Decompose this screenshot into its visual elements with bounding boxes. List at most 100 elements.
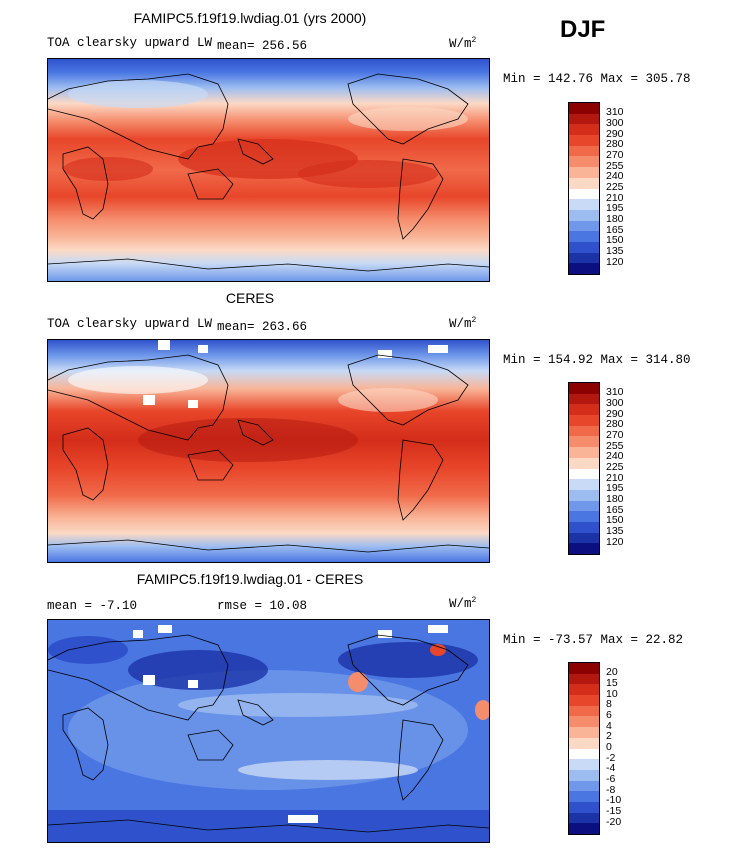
- panel3-tick-14: -20: [606, 816, 622, 828]
- panel3-tick-6: 2: [606, 730, 612, 742]
- panel2-tick-3: 280: [606, 418, 624, 430]
- panel3-swatch-0: [569, 663, 599, 674]
- panel2-swatch-0: [569, 383, 599, 394]
- panel1-map-field: [48, 59, 489, 281]
- panel3-swatch-10: [569, 769, 599, 781]
- panel1-swatch-4: [569, 145, 599, 157]
- panel2-swatch-13: [569, 521, 599, 533]
- panel2-swatch-8: [569, 468, 599, 480]
- season-label: DJF: [560, 16, 606, 43]
- panel3-tick-9: -4: [606, 762, 616, 774]
- panel3-rmse: rmse = 10.08: [217, 599, 308, 613]
- panel1-tick-4: 270: [606, 149, 624, 161]
- panel2-swatch-7: [569, 457, 599, 469]
- panel3-tick-12: -10: [606, 794, 622, 806]
- panel1-tick-11: 165: [606, 224, 624, 236]
- panel1-swatch-11: [569, 220, 599, 232]
- panel2-mean: mean= 263.66: [217, 320, 308, 334]
- panel2-map: [47, 339, 490, 563]
- panel3-tick-5: 4: [606, 720, 612, 732]
- panel1-tick-6: 240: [606, 170, 624, 182]
- panel3-tick-10: -6: [606, 773, 616, 785]
- panel2-tick-10: 180: [606, 493, 624, 505]
- panel3-tick-2: 10: [606, 688, 618, 700]
- panel3-swatch-15: [569, 823, 599, 834]
- panel1-colorbar-swatches: [568, 102, 600, 275]
- panel3-swatch-9: [569, 759, 599, 770]
- panel1-swatch-14: [569, 252, 599, 264]
- panel3-swatch-8: [569, 748, 599, 760]
- panel1-swatch-9: [569, 199, 599, 210]
- panel1-colorbar: 310 300 290 280 270 255 240 225 210 195 …: [568, 102, 638, 275]
- panel2-swatch-2: [569, 404, 599, 416]
- panel2-swatch-10: [569, 489, 599, 501]
- panel2-swatch-5: [569, 436, 599, 448]
- panel1-swatch-15: [569, 263, 599, 274]
- panel2-tick-9: 195: [606, 482, 624, 494]
- panel1-tick-8: 210: [606, 192, 624, 204]
- panel2-tick-6: 240: [606, 450, 624, 462]
- panel3-swatch-6: [569, 727, 599, 738]
- panel3-swatch-2: [569, 684, 599, 696]
- panel2-tick-4: 270: [606, 429, 624, 441]
- panel1-tick-7: 225: [606, 181, 624, 193]
- panel1-tick-12: 150: [606, 234, 624, 246]
- panel1-tick-14: 120: [606, 256, 624, 268]
- panel3-swatch-7: [569, 737, 599, 749]
- panel3-swatch-1: [569, 673, 599, 685]
- panel2-swatch-1: [569, 393, 599, 405]
- panel2-tick-14: 120: [606, 536, 624, 548]
- panel1-tick-5: 255: [606, 160, 624, 172]
- panel2-swatch-6: [569, 447, 599, 458]
- panel1-tick-2: 290: [606, 128, 624, 140]
- panel2-colorbar: 310 300 290 280 270 255 240 225 210 195 …: [568, 382, 638, 555]
- panel1-swatch-13: [569, 241, 599, 253]
- panel1-mean: mean= 256.56: [217, 39, 308, 53]
- panel1-swatch-12: [569, 231, 599, 242]
- panel1-tick-10: 180: [606, 213, 624, 225]
- panel2-tick-11: 165: [606, 504, 624, 516]
- panel1-swatch-0: [569, 103, 599, 114]
- panel1-swatch-7: [569, 177, 599, 189]
- panel1-swatch-5: [569, 156, 599, 168]
- panel2-swatch-11: [569, 500, 599, 512]
- panel3-swatch-3: [569, 695, 599, 706]
- panel3-tick-7: 0: [606, 741, 612, 753]
- panel2-swatch-14: [569, 532, 599, 544]
- panel3-title: FAMIPC5.f19f19.lwdiag.01 - CERES: [136, 571, 364, 587]
- panel3-tick-3: 8: [606, 698, 612, 710]
- panel3-tick-1: 15: [606, 677, 618, 689]
- panel1-swatch-8: [569, 188, 599, 200]
- panel3-units: W/m2: [449, 596, 477, 612]
- panel3-swatch-4: [569, 705, 599, 717]
- panel3-tick-13: -15: [606, 805, 622, 817]
- panel1-swatch-1: [569, 113, 599, 125]
- panel2-swatch-3: [569, 415, 599, 426]
- panel3-swatch-13: [569, 801, 599, 813]
- panel1-tick-1: 300: [606, 117, 624, 129]
- panel1-tick-0: 310: [606, 106, 624, 118]
- panel3-map-field: [48, 620, 489, 842]
- panel3-mean: mean = -7.10: [47, 599, 138, 613]
- panel3-minmax: Min = -73.57 Max = 22.82: [503, 633, 684, 647]
- panel1-swatch-3: [569, 135, 599, 146]
- panel2-variable-label: TOA clearsky upward LW: [47, 317, 213, 331]
- panel1-swatch-10: [569, 209, 599, 221]
- panel2-tick-12: 150: [606, 514, 624, 526]
- panel2-tick-1: 300: [606, 397, 624, 409]
- panel2-tick-7: 225: [606, 461, 624, 473]
- panel2-swatch-9: [569, 479, 599, 490]
- panel2-tick-13: 135: [606, 525, 624, 537]
- panel2-colorbar-swatches: [568, 382, 600, 555]
- panel2-title: CERES: [225, 290, 275, 306]
- panel2-swatch-15: [569, 543, 599, 554]
- panel3-colorbar: 20 15 10 8 6 4 2 0 -2 -4 -6 -8 -10 -15 -…: [568, 662, 638, 835]
- panel3-tick-11: -8: [606, 784, 616, 796]
- panel3-colorbar-swatches: [568, 662, 600, 835]
- panel3-tick-4: 6: [606, 709, 612, 721]
- panel3-swatch-5: [569, 716, 599, 728]
- panel1-swatch-2: [569, 124, 599, 136]
- panel3-tick-8: -2: [606, 752, 616, 764]
- panel1-title: FAMIPC5.f19f19.lwdiag.01 (yrs 2000): [133, 10, 367, 26]
- panel2-tick-5: 255: [606, 440, 624, 452]
